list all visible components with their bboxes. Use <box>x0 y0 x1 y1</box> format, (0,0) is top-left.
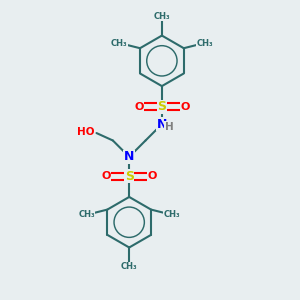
Text: H: H <box>165 122 174 131</box>
Text: S: S <box>125 170 134 183</box>
Text: CH₃: CH₃ <box>154 12 170 21</box>
Text: O: O <box>134 102 143 112</box>
Text: CH₃: CH₃ <box>164 210 180 219</box>
Text: CH₃: CH₃ <box>111 39 128 48</box>
Text: S: S <box>158 100 166 113</box>
Text: CH₃: CH₃ <box>78 210 95 219</box>
Text: HO: HO <box>77 127 95 136</box>
Text: O: O <box>180 102 190 112</box>
Text: CH₃: CH₃ <box>121 262 137 271</box>
Text: N: N <box>157 118 167 130</box>
Text: O: O <box>148 171 157 181</box>
Text: N: N <box>124 150 134 163</box>
Text: CH₃: CH₃ <box>196 39 213 48</box>
Text: O: O <box>101 171 111 181</box>
